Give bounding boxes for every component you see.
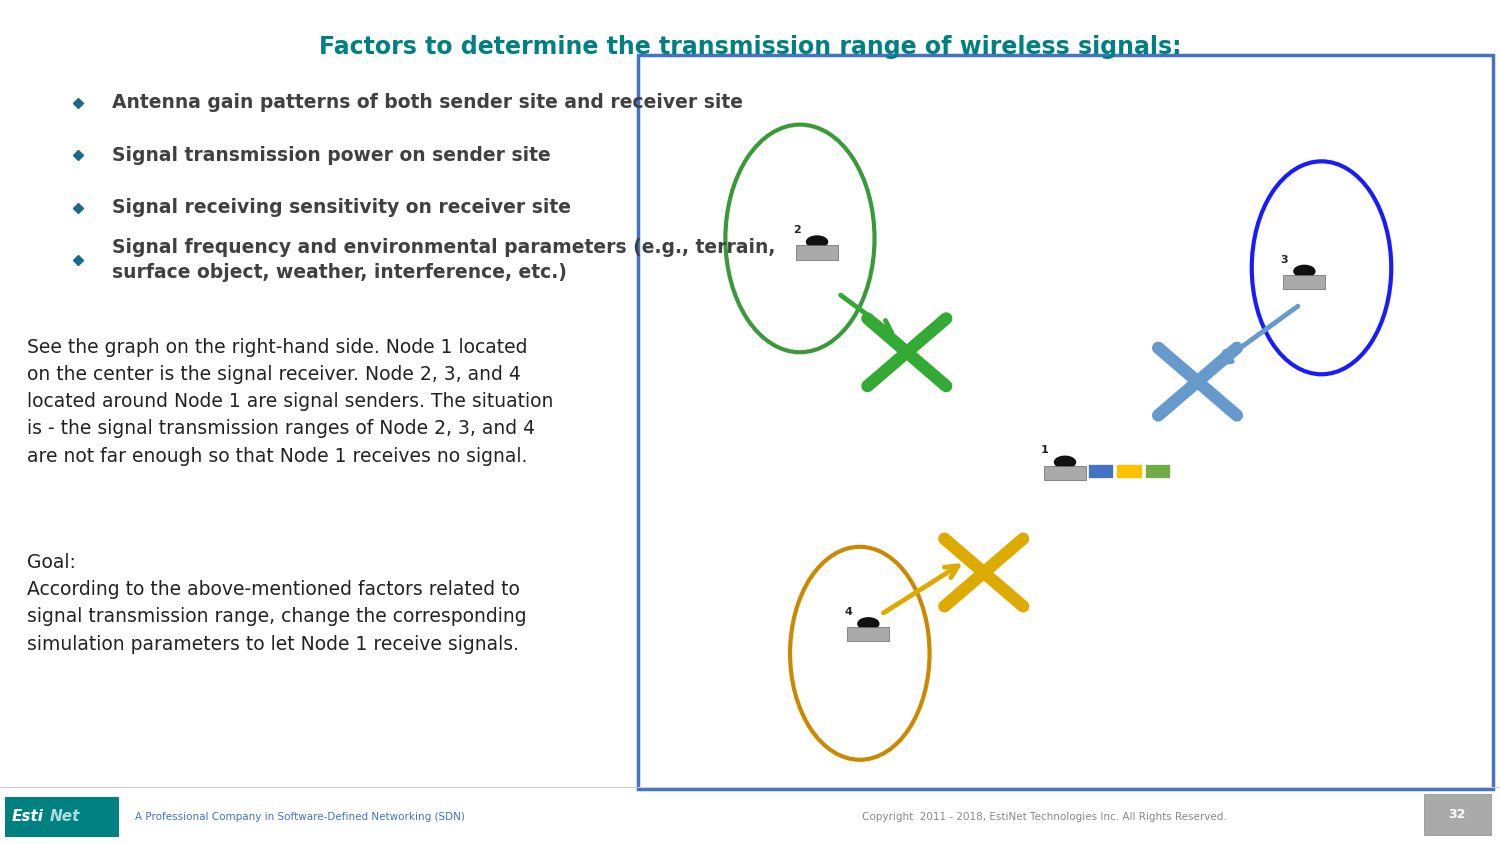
- FancyBboxPatch shape: [796, 246, 838, 260]
- FancyBboxPatch shape: [847, 627, 889, 641]
- Text: Signal frequency and environmental parameters (e.g., terrain,
surface object, we: Signal frequency and environmental param…: [112, 238, 776, 282]
- Circle shape: [807, 236, 828, 248]
- Text: 32: 32: [1449, 808, 1466, 821]
- FancyBboxPatch shape: [4, 797, 118, 837]
- Text: Signal receiving sensitivity on receiver site: Signal receiving sensitivity on receiver…: [112, 198, 572, 217]
- FancyBboxPatch shape: [1424, 794, 1491, 835]
- Text: Factors to determine the transmission range of wireless signals:: Factors to determine the transmission ra…: [318, 35, 1182, 59]
- Text: A Professional Company in Software-Defined Networking (SDN): A Professional Company in Software-Defin…: [135, 812, 465, 822]
- Text: 4: 4: [844, 607, 852, 617]
- Text: See the graph on the right-hand side. Node 1 located
on the center is the signal: See the graph on the right-hand side. No…: [27, 338, 554, 466]
- Circle shape: [858, 618, 879, 630]
- FancyBboxPatch shape: [1284, 274, 1326, 289]
- Bar: [1144, 464, 1170, 479]
- Text: Net: Net: [50, 809, 80, 825]
- FancyBboxPatch shape: [1044, 466, 1086, 480]
- Text: 2: 2: [794, 225, 801, 235]
- Bar: [1116, 464, 1142, 479]
- Text: Antenna gain patterns of both sender site and receiver site: Antenna gain patterns of both sender sit…: [112, 94, 744, 112]
- Circle shape: [1054, 457, 1076, 468]
- Text: 1: 1: [1041, 446, 1048, 456]
- Text: Esti: Esti: [12, 809, 44, 825]
- FancyBboxPatch shape: [638, 55, 1492, 789]
- Text: Signal transmission power on sender site: Signal transmission power on sender site: [112, 146, 552, 165]
- Text: Copyright  2011 - 2018, EstiNet Technologies Inc. All Rights Reserved.: Copyright 2011 - 2018, EstiNet Technolog…: [862, 812, 1227, 822]
- Text: Goal:
According to the above-mentioned factors related to
signal transmission ra: Goal: According to the above-mentioned f…: [27, 553, 526, 653]
- Text: 3: 3: [1281, 255, 1288, 264]
- Circle shape: [1294, 265, 1316, 277]
- Bar: [1088, 464, 1113, 479]
